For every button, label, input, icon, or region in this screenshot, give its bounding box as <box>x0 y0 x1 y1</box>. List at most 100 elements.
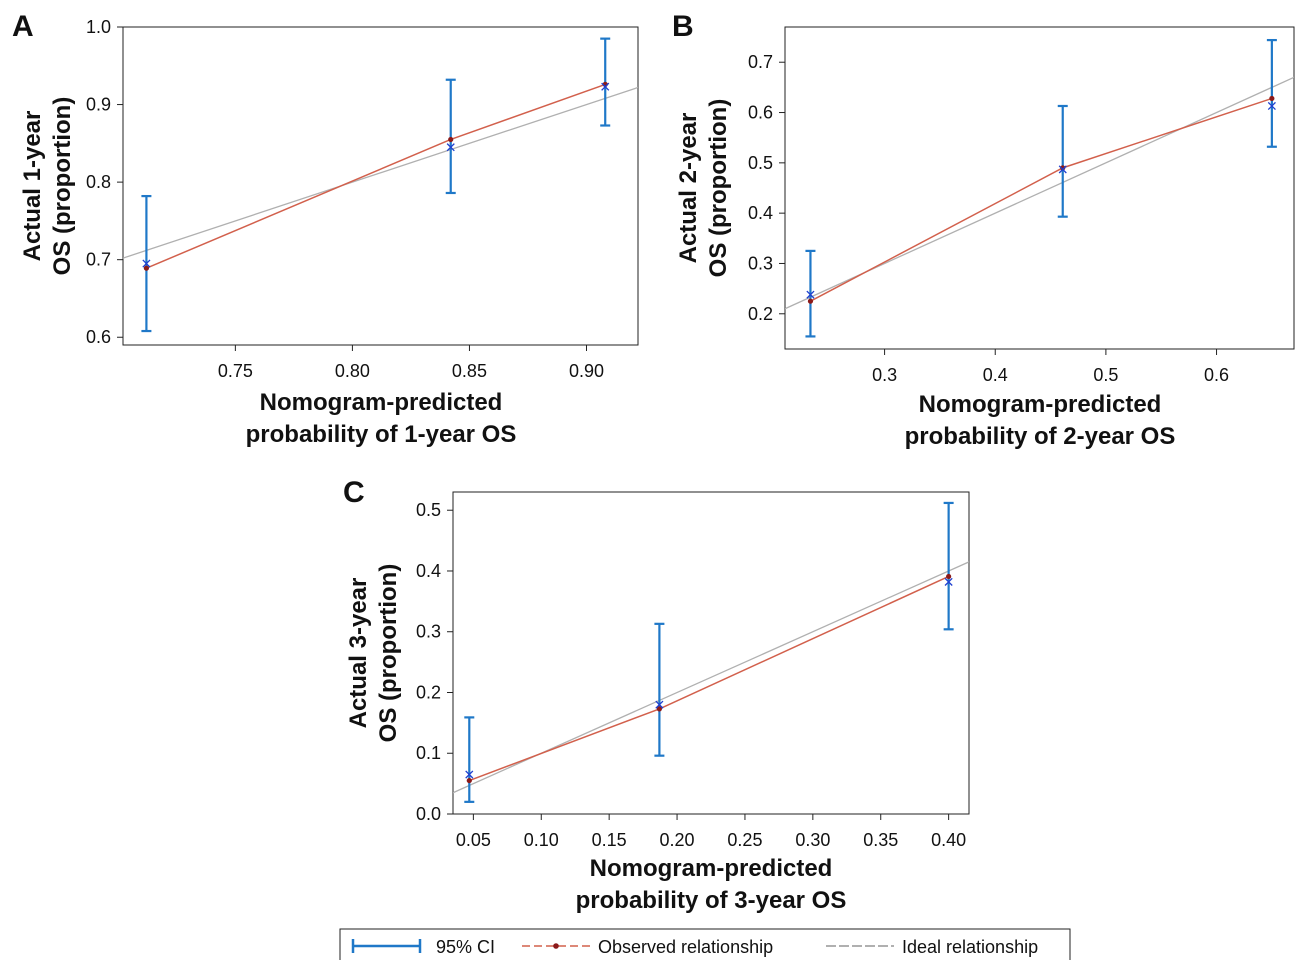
x-axis-title-line1-c: Nomogram-predicted <box>590 855 833 882</box>
x-tick-label: 0.05 <box>456 830 491 850</box>
observed-point <box>1060 165 1066 171</box>
y-axis-title-line2-a: OS (proportion) <box>49 97 76 276</box>
y-tick-label: 0.9 <box>86 95 111 115</box>
bootstrap-marker-stroke <box>1267 101 1276 111</box>
bootstrap-marker-stroke <box>1058 165 1067 174</box>
marks-b: 0.3 0.4 0.5 0.6 0.2 0.3 0.4 0.5 0.6 0.7 <box>748 38 1294 385</box>
x-tick-label: 0.3 <box>872 365 897 385</box>
y-tick-label: 0.3 <box>416 622 441 642</box>
y-tick-label: 0.4 <box>416 561 441 581</box>
y-axis-title-line1-a: Actual 1-year <box>19 111 46 262</box>
y-tick-label: 0.6 <box>748 103 773 123</box>
observed-point <box>466 777 472 784</box>
y-axis-title-line2-c: OS (proportion) <box>375 564 402 743</box>
ci-error-bar <box>464 716 475 803</box>
legend: 95% CI Observed relationship Ideal relat… <box>339 928 1071 960</box>
observed-point <box>656 706 663 712</box>
y-tick-label: 0.0 <box>416 804 441 824</box>
ci-error-bar <box>943 501 954 631</box>
x-tick-label: 0.80 <box>335 361 370 381</box>
plot-frame-a <box>122 26 639 346</box>
plot-frame-b <box>784 26 1295 350</box>
x-tick-label: 0.90 <box>569 361 604 381</box>
x-tick-label: 0.75 <box>218 361 253 381</box>
y-tick-label: 0.5 <box>416 500 441 520</box>
bootstrap-marker-stroke <box>601 82 610 91</box>
ci-error-bar <box>805 249 816 338</box>
ideal-line <box>123 86 638 259</box>
ci-error-bar <box>1266 38 1277 148</box>
bootstrap-marker-stroke <box>944 577 953 586</box>
observed-point <box>143 265 150 271</box>
y-tick-label: 0.8 <box>86 172 111 192</box>
legend-observed-label: Observed relationship <box>598 937 773 957</box>
y-tick-label: 1.0 <box>86 17 111 37</box>
panel-letter-c: C <box>343 476 365 509</box>
observed-point <box>946 573 952 580</box>
marks-a: 0.75 0.80 0.85 0.90 0.6 0.7 0.8 0.9 1.0 <box>86 17 638 381</box>
y-tick-label: 0.4 <box>748 203 773 223</box>
x-tick-label: 0.40 <box>931 830 966 850</box>
bootstrap-marker <box>446 143 455 152</box>
legend-ci-swatch <box>351 939 422 953</box>
bootstrap-marker-stroke <box>806 290 815 299</box>
ci-error-bar <box>1057 104 1068 218</box>
observed-point <box>1269 95 1275 102</box>
bootstrap-marker <box>142 259 151 268</box>
x-axis-title-line2-b: probability of 2-year OS <box>905 423 1176 450</box>
x-axis-title-line1-a: Nomogram-predicted <box>260 389 503 416</box>
bootstrap-marker <box>655 700 664 709</box>
y-tick-label: 0.2 <box>748 304 773 324</box>
observed-point <box>448 136 454 143</box>
legend-frame <box>339 928 1071 960</box>
panel-letter-b: B <box>672 10 694 43</box>
x-tick-label: 0.15 <box>592 830 627 850</box>
legend-ci-label: 95% CI <box>436 937 495 957</box>
bootstrap-marker <box>1267 101 1276 111</box>
x-tick-label: 0.6 <box>1204 365 1229 385</box>
legend-ideal-label: Ideal relationship <box>902 937 1038 957</box>
observed-line <box>810 97 1273 302</box>
panel-c: C 0.05 0.10 0.15 0.20 0.25 0.30 0.35 0.40 0.0 0.1… <box>343 476 970 914</box>
bootstrap-marker-stroke <box>465 770 474 779</box>
bootstrap-marker-stroke <box>446 143 455 152</box>
x-axis-title-line1-b: Nomogram-predicted <box>919 391 1162 418</box>
y-tick-label: 0.6 <box>86 327 111 347</box>
panel-letter-a: A <box>12 10 34 43</box>
x-tick-label: 0.85 <box>452 361 487 381</box>
x-tick-label: 0.25 <box>727 830 762 850</box>
x-tick-label: 0.35 <box>863 830 898 850</box>
bootstrap-marker <box>944 577 953 586</box>
x-tick-label: 0.4 <box>983 365 1008 385</box>
x-tick-label: 0.10 <box>524 830 559 850</box>
ci-error-bar <box>445 78 456 195</box>
y-tick-label: 0.1 <box>416 743 441 763</box>
y-tick-label: 0.3 <box>748 253 773 273</box>
marks-c: 0.05 0.10 0.15 0.20 0.25 0.30 0.35 0.40 0.0 0.1 0.… <box>416 500 969 850</box>
bootstrap-marker <box>601 82 610 91</box>
observed-point <box>807 298 814 304</box>
legend-observed-swatch <box>522 943 590 949</box>
x-tick-label: 0.30 <box>795 830 830 850</box>
y-axis-title-line1-b: Actual 2-year <box>675 113 702 264</box>
y-tick-label: 0.7 <box>86 250 111 270</box>
bootstrap-marker-stroke <box>142 259 151 268</box>
y-axis-title-line2-b: OS (proportion) <box>705 99 732 278</box>
x-tick-label: 0.20 <box>660 830 695 850</box>
x-axis-title-line2-c: probability of 3-year OS <box>576 887 847 914</box>
ci-error-bar <box>654 622 665 757</box>
y-axis-title-line1-c: Actual 3-year <box>345 578 372 729</box>
bootstrap-marker <box>1058 165 1067 174</box>
plot-frame-c <box>452 491 970 815</box>
x-axis-title-line2-a: probability of 1-year OS <box>246 421 517 448</box>
bootstrap-marker <box>465 770 474 779</box>
x-tick-label: 0.5 <box>1093 365 1118 385</box>
y-tick-label: 0.5 <box>748 153 773 173</box>
bootstrap-marker-stroke <box>655 700 664 709</box>
y-tick-label: 0.2 <box>416 682 441 702</box>
bootstrap-marker <box>806 290 815 299</box>
panel-a: A 0.75 0.80 0.85 0.90 0.6 0.7 0.8 0.9 1.0 Nomogr… <box>12 10 639 448</box>
panel-b: B 0.3 0.4 0.5 0.6 0.2 0.3 0.4 0.5 0.6 0.7 Nomogra… <box>672 10 1295 450</box>
y-tick-label: 0.7 <box>748 52 773 72</box>
